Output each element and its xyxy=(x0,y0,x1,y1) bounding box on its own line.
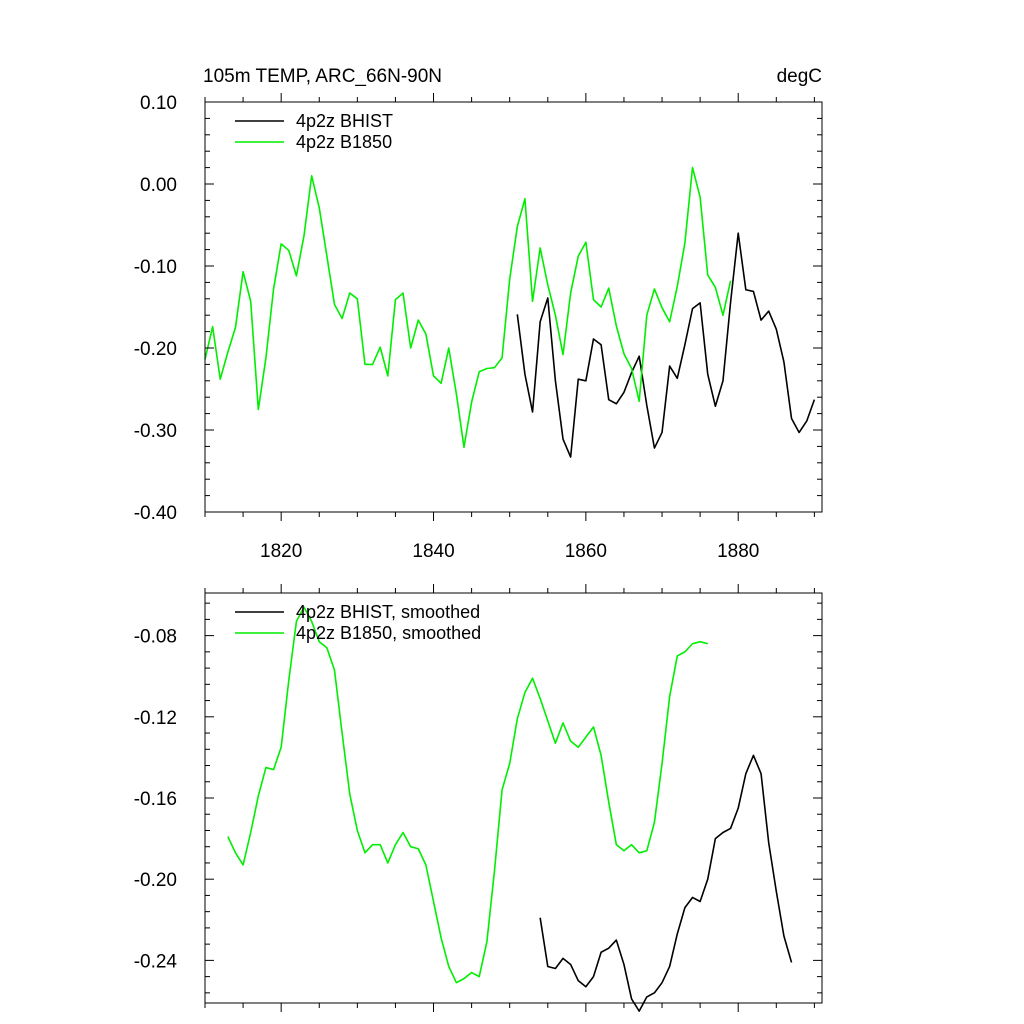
bottom-legend-label-bhist: 4p2z BHIST, smoothed xyxy=(296,602,480,622)
bottom-series-line-b1850 xyxy=(227,606,708,984)
top-y-tick-label: 0.00 xyxy=(140,175,177,196)
bottom-y-tick-label: -0.12 xyxy=(134,708,177,729)
bottom-legend-label-b1850: 4p2z B1850, smoothed xyxy=(296,623,481,643)
top-legend-label-bhist: 4p2z BHIST xyxy=(296,111,393,131)
top-series-line-bhist xyxy=(516,232,816,458)
bottom-panel: -0.08 -0.12 -0.16 -0.20 -0.24 4p2z BHIST, sm… xyxy=(134,584,823,1012)
top-x-tick-label-1820: 1820 xyxy=(260,541,302,562)
top-chart-title: 105m TEMP, ARC_66N-90N xyxy=(203,66,442,87)
bottom-series-layer xyxy=(227,606,793,1012)
top-legend: 4p2z BHIST 4p2z B1850 xyxy=(235,111,393,152)
top-x-tick-label-1840: 1840 xyxy=(412,541,454,562)
top-y-tick-label: -0.10 xyxy=(134,257,177,278)
top-ticks-layer: 1820 1840 1860 1880 0.10 0.00 -0.10 -0.20 -0.30 -… xyxy=(134,93,822,562)
top-y-tick-label: -0.30 xyxy=(134,421,177,442)
bottom-y-tick-label: -0.16 xyxy=(134,789,177,810)
bottom-y-tick-label: -0.08 xyxy=(134,627,177,648)
bottom-series-line-bhist xyxy=(539,754,793,1012)
top-panel: 105m TEMP, ARC_66N-90N degC 1820 1840 1860… xyxy=(134,66,823,562)
top-plot-frame xyxy=(204,101,823,513)
top-y-tick-label: 0.10 xyxy=(140,93,177,114)
bottom-y-tick-label: -0.24 xyxy=(134,951,178,972)
top-x-tick-label-1880: 1880 xyxy=(717,541,759,562)
bottom-ticks-layer: -0.08 -0.12 -0.16 -0.20 -0.24 xyxy=(134,584,822,1012)
bottom-plot-frame xyxy=(204,592,823,1004)
top-x-tick-label-1860: 1860 xyxy=(565,541,607,562)
bottom-legend: 4p2z BHIST, smoothed 4p2z B1850, smoothe… xyxy=(235,602,481,643)
top-series-layer xyxy=(204,166,816,458)
top-y-tick-label: -0.20 xyxy=(134,339,177,360)
top-series-line-b1850 xyxy=(204,166,732,449)
top-legend-label-b1850: 4p2z B1850 xyxy=(296,132,392,152)
bottom-y-tick-label: -0.20 xyxy=(134,870,177,891)
top-y-tick-label: -0.40 xyxy=(134,503,177,524)
top-chart-units: degC xyxy=(777,66,822,87)
